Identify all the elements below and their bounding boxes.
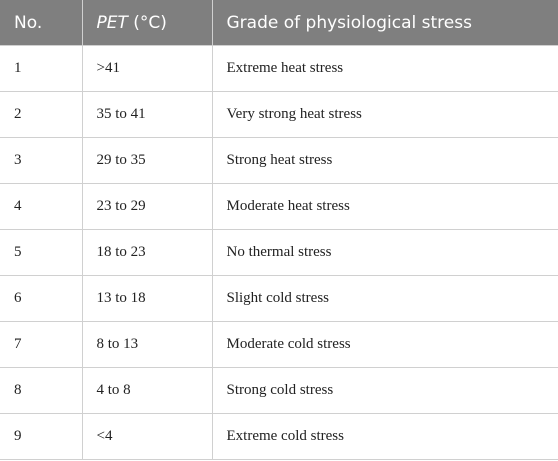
table-row: 2 35 to 41 Very strong heat stress xyxy=(0,91,558,138)
table-cell: 18 to 23 xyxy=(81,229,213,276)
header-row: No. PET (°C) Grade of physiological stre… xyxy=(0,0,558,46)
table-cell: Extreme heat stress xyxy=(211,45,558,92)
table-row: 5 18 to 23 No thermal stress xyxy=(0,229,558,276)
table-cell: Extreme cold stress xyxy=(211,413,558,460)
table-cell: 1 xyxy=(0,45,83,92)
table-cell: 13 to 18 xyxy=(81,275,213,322)
table-cell: 3 xyxy=(0,137,83,184)
table-cell: 23 to 29 xyxy=(81,183,213,230)
table-cell: 9 xyxy=(0,413,83,460)
table-cell: Moderate heat stress xyxy=(211,183,558,230)
table-row: 1 >41 Extreme heat stress xyxy=(0,45,558,92)
table-cell: 6 xyxy=(0,275,83,322)
table-row: 6 13 to 18 Slight cold stress xyxy=(0,275,558,322)
table-cell: 8 xyxy=(0,367,83,414)
header-cell: PET (°C) xyxy=(82,0,213,46)
table-cell: Strong heat stress xyxy=(211,137,558,184)
table-cell: 4 to 8 xyxy=(81,367,213,414)
header-cell: Grade of physiological stress xyxy=(212,0,558,46)
table-cell: Very strong heat stress xyxy=(211,91,558,138)
table-cell: Slight cold stress xyxy=(211,275,558,322)
table-row: 4 23 to 29 Moderate heat stress xyxy=(0,183,558,230)
table-cell: 29 to 35 xyxy=(81,137,213,184)
table-cell: 35 to 41 xyxy=(81,91,213,138)
table-cell: >41 xyxy=(81,45,213,92)
table-cell: Moderate cold stress xyxy=(211,321,558,368)
header-unit: (°C) xyxy=(133,12,167,33)
table-cell: Strong cold stress xyxy=(211,367,558,414)
table-body: 1 >41 Extreme heat stress 2 35 to 41 Very str… xyxy=(0,45,558,460)
table-cell: 5 xyxy=(0,229,83,276)
table-cell: No thermal stress xyxy=(211,229,558,276)
table-cell: 4 xyxy=(0,183,83,230)
table-cell: <4 xyxy=(81,413,213,460)
table-cell: 2 xyxy=(0,91,83,138)
table-cell: 8 to 13 xyxy=(81,321,213,368)
header-emphasis: PET xyxy=(96,12,128,33)
table-row: 3 29 to 35 Strong heat stress xyxy=(0,137,558,184)
table-row: 9 <4 Extreme cold stress xyxy=(0,413,558,460)
table-cell: 7 xyxy=(0,321,83,368)
header-cell: No. xyxy=(0,0,83,46)
